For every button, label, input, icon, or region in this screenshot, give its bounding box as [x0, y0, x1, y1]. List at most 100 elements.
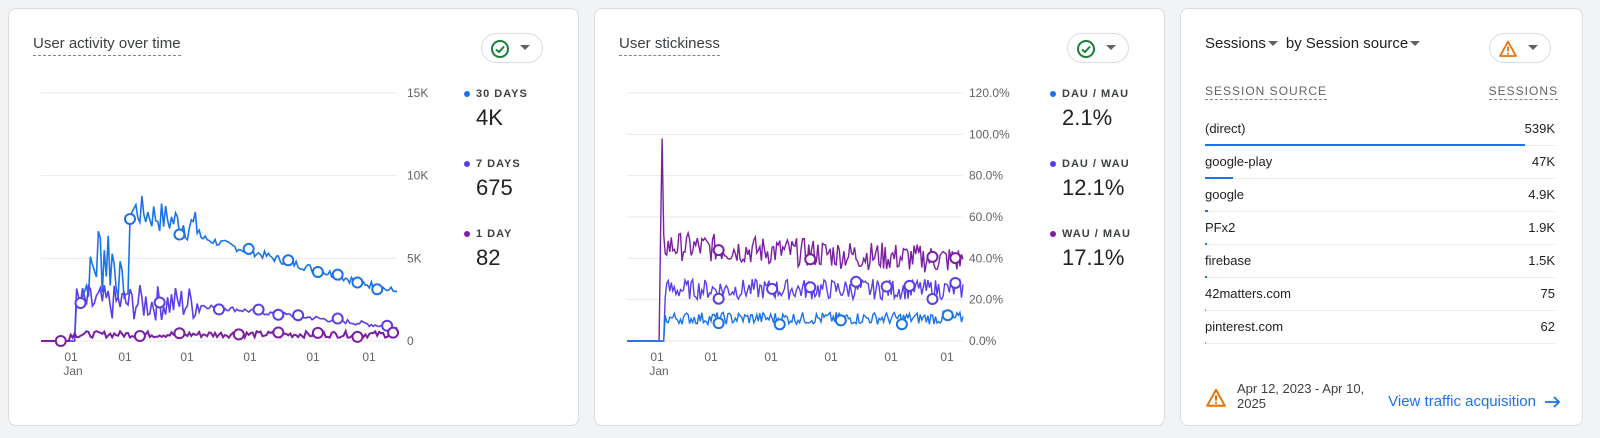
data-point: [880, 280, 893, 293]
table-row: PFx2 1.9K: [1205, 212, 1555, 245]
y-tick-label: 5K: [407, 251, 422, 265]
series-1-day: [41, 328, 398, 342]
data-point: [272, 326, 285, 339]
data-point: [712, 244, 725, 257]
chevron-down-icon[interactable]: [1410, 41, 1421, 46]
legend-30-days: 30 DAYS 4K: [464, 87, 574, 131]
data-point: [272, 308, 285, 321]
x-tick-label: 01: [764, 350, 778, 364]
x-tick-label: 01: [884, 350, 898, 364]
data-point: [895, 318, 908, 331]
legend-label: DAU / WAU: [1062, 158, 1130, 170]
data-point: [351, 276, 364, 289]
row-source: pinterest.com: [1205, 319, 1284, 334]
x-tick-label: 01: [650, 350, 664, 364]
table-row: firebase 1.5K: [1205, 245, 1555, 278]
x-tick-sublabel: Jan: [63, 364, 82, 378]
data-point: [232, 328, 245, 341]
row-sessions: 75: [1540, 286, 1555, 301]
data-point: [133, 329, 146, 342]
view-traffic-acquisition-link[interactable]: View traffic acquisition: [1388, 393, 1562, 410]
legend-label: 1 DAY: [476, 228, 513, 240]
y-tick-label: 100.0%: [969, 127, 1010, 141]
data-point: [926, 293, 939, 306]
y-tick-label: 0.0%: [969, 334, 997, 348]
legend-label: WAU / MAU: [1062, 228, 1131, 240]
user-stickiness-title[interactable]: User stickiness: [619, 35, 720, 56]
series-dau-mau: [627, 309, 964, 342]
data-point: [941, 309, 954, 322]
x-tick-label: 01: [824, 350, 838, 364]
table-row: pinterest.com 62: [1205, 311, 1555, 344]
legend-dot: [464, 91, 470, 97]
data-point: [331, 268, 344, 281]
user-stickiness-chart: 120.0% 100.0% 80.0% 60.0% 40.0% 20.0% 0.0% 01 01…: [627, 86, 1010, 378]
legend-dot: [1050, 161, 1056, 167]
metric-selector[interactable]: Sessions: [1205, 35, 1266, 52]
data-point: [311, 326, 324, 339]
data-point: [124, 213, 136, 226]
legend-value: 17.1%: [1062, 245, 1125, 270]
data-point: [74, 297, 87, 310]
col-header-sessions[interactable]: SESSIONS: [1488, 84, 1558, 100]
user-activity-card: User activity over time 15K 10K 5K 0 01 01 01 0…: [8, 8, 579, 426]
x-tick-label: 01: [243, 350, 257, 364]
col-header-session-source[interactable]: SESSION SOURCE: [1205, 84, 1328, 100]
date-range: Apr 12, 2023 - Apr 10, 2025: [1237, 381, 1365, 411]
legend-dot: [1050, 91, 1056, 97]
row-source: google-play: [1205, 154, 1273, 169]
x-tick-label: 01: [704, 350, 718, 364]
x-tick-label: 01: [362, 350, 376, 364]
y-tick-label: 60.0%: [969, 210, 1003, 224]
data-point: [766, 282, 779, 295]
chevron-down-icon: [1528, 45, 1538, 50]
chevron-down-icon: [520, 45, 530, 50]
row-share-bar: [1205, 243, 1207, 245]
check-circle-icon: [491, 40, 509, 58]
data-point: [213, 303, 225, 316]
data-point: [252, 303, 265, 316]
warning-icon: [1206, 388, 1226, 407]
row-source: google: [1205, 187, 1245, 202]
legend-wau-mau: WAU / MAU 17.1%: [1050, 227, 1160, 271]
status-dropdown-button[interactable]: [481, 33, 543, 63]
title-by: by: [1285, 35, 1302, 52]
user-activity-title[interactable]: User activity over time: [33, 35, 181, 56]
data-point: [153, 296, 166, 309]
legend-label: 30 DAYS: [476, 88, 528, 100]
data-point: [903, 279, 916, 292]
warning-icon: [1499, 40, 1517, 57]
legend-dot: [464, 231, 470, 237]
legend-value: 675: [476, 175, 513, 200]
data-point: [850, 275, 863, 288]
status-dropdown-button[interactable]: [1489, 33, 1551, 63]
row-source: (direct): [1205, 121, 1246, 136]
data-point: [804, 253, 817, 266]
data-point: [712, 292, 725, 305]
data-point: [773, 318, 786, 331]
row-share-bar: [1205, 309, 1206, 311]
y-tick-label: 80.0%: [969, 169, 1003, 183]
legend-value: 4K: [476, 105, 503, 130]
data-point: [311, 266, 324, 279]
row-source: PFx2: [1205, 220, 1236, 235]
y-tick-label: 10K: [407, 169, 428, 183]
sessions-by-source-card: Sessions by Session source SESSION SOURC…: [1180, 8, 1583, 426]
data-point: [292, 309, 305, 322]
legend-value: 82: [476, 245, 501, 270]
row-share-bar: [1205, 177, 1233, 179]
y-tick-label: 120.0%: [969, 86, 1010, 100]
data-point: [949, 252, 962, 265]
chevron-down-icon: [1106, 45, 1116, 50]
legend-dot: [1050, 231, 1056, 237]
y-tick-label: 20.0%: [969, 293, 1003, 307]
row-sessions: 539K: [1524, 121, 1555, 136]
row-sessions: 1.5K: [1528, 253, 1555, 268]
row-sessions: 4.9K: [1528, 187, 1555, 202]
x-tick-label: 01: [118, 350, 132, 364]
user-stickiness-card: User stickiness 120.0% 100.0% 80.0% 60.0% 40…: [594, 8, 1165, 426]
dimension-selector[interactable]: Session source: [1305, 35, 1409, 52]
legend-dau-wau: DAU / WAU 12.1%: [1050, 157, 1160, 201]
chevron-down-icon[interactable]: [1267, 41, 1278, 46]
status-dropdown-button[interactable]: [1067, 33, 1129, 63]
